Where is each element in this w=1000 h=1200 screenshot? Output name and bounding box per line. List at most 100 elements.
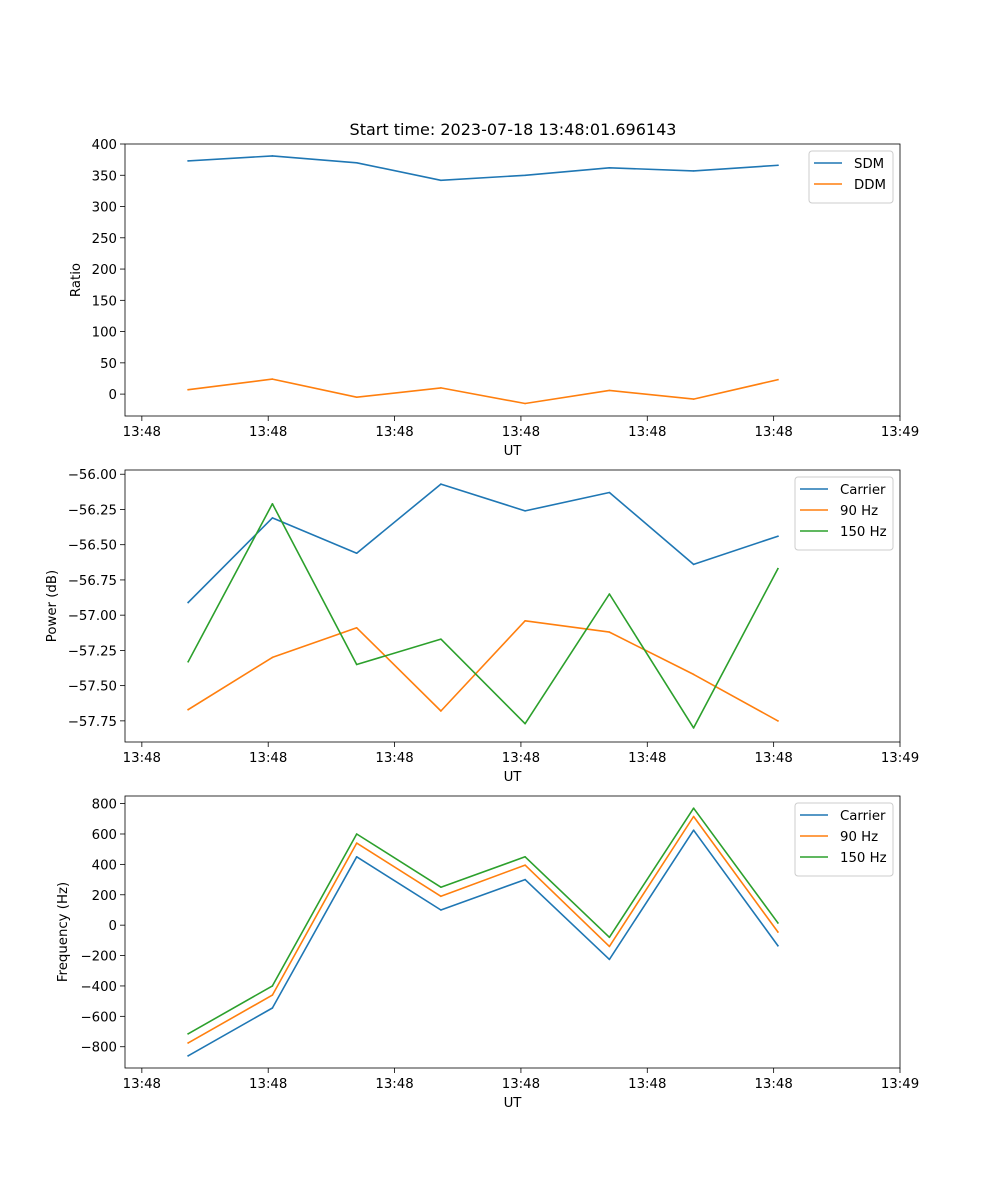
x-tick-label: 13:48 (123, 425, 161, 440)
data-point-150-hz-5 (524, 722, 526, 725)
y-tick-label: −56.75 (68, 574, 117, 589)
legend-label: Carrier (840, 483, 886, 498)
data-point-150-hz-4 (440, 638, 442, 640)
data-point-carrier-7 (692, 829, 695, 831)
data-point-ddm-2 (271, 378, 274, 380)
data-point-carrier-4 (440, 483, 442, 485)
x-tick-label: 13:48 (375, 425, 413, 440)
data-point-carrier-1 (187, 601, 189, 604)
data-point-carrier-8 (777, 535, 779, 538)
series-line-sdm (187, 155, 779, 182)
data-point-90-hz-6 (608, 631, 611, 633)
y-tick-label: −57.25 (68, 644, 117, 659)
data-point-90-hz-7 (692, 673, 695, 676)
y-tick-label: −57.00 (68, 609, 117, 624)
y-tick-label: 250 (92, 232, 117, 247)
data-point-90-hz-4 (440, 710, 442, 712)
legend-label: DDM (854, 178, 886, 193)
data-point-90-hz-3 (355, 842, 358, 844)
legend-label: 150 Hz (840, 851, 887, 866)
x-tick-label: 13:48 (502, 751, 540, 766)
y-tick-label: −800 (80, 1041, 117, 1056)
series-line-carrier (187, 829, 780, 1057)
data-point-150-hz-3 (355, 833, 358, 835)
x-axis-label: UT (504, 770, 523, 785)
y-tick-label: −600 (80, 1010, 117, 1025)
y-tick-label: 150 (92, 294, 117, 309)
x-tick-label: 13:49 (881, 751, 919, 766)
series-line-90-hz (187, 619, 779, 722)
y-tick-label: 200 (92, 889, 117, 904)
legend: SDM DDM (808, 150, 894, 204)
legend-label: 90 Hz (840, 830, 878, 845)
data-point-150-hz-4 (440, 886, 442, 888)
data-point-ddm-8 (777, 378, 779, 381)
x-tick-label: 13:48 (628, 1077, 666, 1092)
data-point-90-hz-8 (777, 720, 779, 722)
data-point-150-hz-8 (777, 922, 779, 924)
x-tick-label: 13:48 (754, 425, 792, 440)
y-tick-label: 400 (92, 138, 117, 153)
subplot-1: 13:48 13:48 13:48 13:48 13:48 13:48 13:49 0 50 10… (69, 138, 919, 459)
data-point-150-hz-7 (692, 727, 695, 729)
data-point-150-hz-8 (777, 567, 779, 570)
axes-frame (124, 795, 901, 1069)
y-tick-label: −400 (80, 980, 117, 995)
series-line-150-hz (187, 502, 779, 729)
chart-title: Start time: 2023-07-18 13:48:01.696143 (350, 120, 677, 139)
data-point-ddm-3 (355, 396, 358, 399)
y-tick-label: 0 (109, 919, 117, 934)
data-point-carrier-6 (608, 958, 611, 961)
data-point-150-hz-2 (271, 985, 274, 987)
data-point-ddm-6 (608, 389, 611, 392)
data-point-carrier-1 (187, 1055, 189, 1057)
data-point-90-hz-7 (692, 815, 695, 818)
data-point-sdm-5 (524, 174, 526, 177)
data-point-150-hz-1 (187, 1033, 189, 1035)
data-point-carrier-6 (608, 491, 611, 494)
x-tick-label: 13:48 (502, 425, 540, 440)
x-tick-label: 13:48 (123, 751, 161, 766)
x-tick-label: 13:48 (249, 1077, 287, 1092)
legend-box (808, 150, 894, 204)
x-tick-label: 13:48 (628, 425, 666, 440)
data-point-90-hz-3 (355, 627, 358, 629)
data-point-90-hz-2 (271, 656, 274, 659)
axes-frame (124, 469, 901, 743)
x-tick-label: 13:49 (881, 1077, 919, 1092)
y-tick-label: −56.50 (68, 539, 117, 554)
data-point-150-hz-6 (608, 936, 611, 939)
series-line-carrier (187, 483, 779, 604)
data-point-sdm-7 (692, 170, 695, 172)
legend-label: 90 Hz (840, 504, 878, 519)
series-line-150-hz (187, 807, 780, 1035)
legend-label: SDM (854, 157, 884, 172)
legend: Carrier 90 Hz 150 Hz (794, 802, 894, 877)
y-tick-label: 100 (92, 326, 117, 341)
data-point-sdm-3 (355, 161, 358, 164)
y-axis-label: Ratio (69, 263, 84, 297)
data-point-ddm-7 (692, 398, 695, 400)
data-point-carrier-5 (524, 878, 526, 881)
subplot-2: 13:48 13:48 13:48 13:48 13:48 13:48 13:49 −57.7… (45, 468, 919, 785)
x-tick-label: 13:49 (881, 425, 919, 440)
data-point-sdm-2 (271, 155, 274, 157)
y-axis-label: Power (dB) (45, 570, 60, 642)
data-point-carrier-2 (271, 1007, 274, 1009)
series-line-ddm (187, 378, 779, 405)
data-point-150-hz-3 (355, 663, 358, 666)
data-point-90-hz-2 (271, 994, 274, 996)
data-point-150-hz-1 (187, 660, 189, 663)
axes-frame (124, 143, 901, 417)
legend: Carrier 90 Hz 150 Hz (794, 476, 894, 551)
y-tick-label: −57.50 (68, 680, 117, 695)
legend-label: 150 Hz (840, 525, 887, 540)
data-point-sdm-8 (777, 164, 779, 167)
y-axis-label: Frequency (Hz) (56, 882, 71, 982)
data-point-90-hz-1 (187, 1042, 189, 1044)
data-point-150-hz-6 (608, 593, 611, 595)
data-point-ddm-5 (524, 402, 526, 405)
x-axis-label: UT (504, 444, 523, 459)
data-point-90-hz-1 (187, 708, 189, 711)
